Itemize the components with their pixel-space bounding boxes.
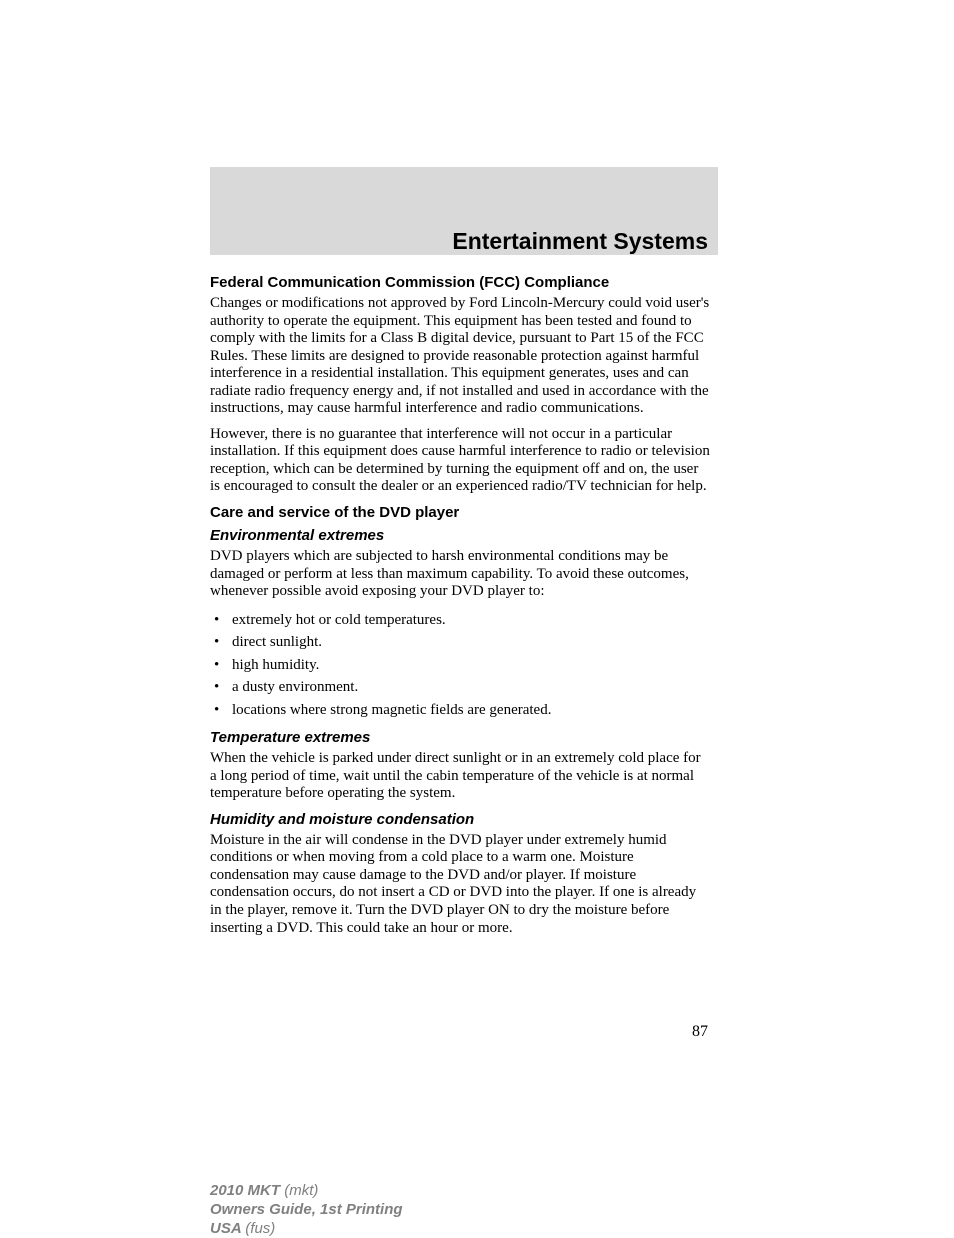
heading-fcc: Federal Communication Commission (FCC) C… <box>210 274 710 291</box>
list-item: locations where strong magnetic fields a… <box>210 699 710 722</box>
footer-line-3: USA (fus) <box>210 1220 403 1238</box>
list-item: direct sunlight. <box>210 631 710 654</box>
list-item: a dusty environment. <box>210 676 710 699</box>
document-page: Entertainment Systems Federal Communicat… <box>0 0 954 1235</box>
footer-region-code: (fus) <box>245 1220 275 1237</box>
footer-line-2: Owners Guide, 1st Printing <box>210 1201 403 1220</box>
heading-temp-extremes: Temperature extremes <box>210 729 710 746</box>
chapter-title: Entertainment Systems <box>452 228 708 255</box>
footer-model-code: (mkt) <box>284 1182 318 1199</box>
paragraph: Changes or modifications not approved by… <box>210 295 710 418</box>
paragraph: When the vehicle is parked under direct … <box>210 750 710 803</box>
footer-model: 2010 MKT <box>210 1182 284 1199</box>
list-item: high humidity. <box>210 654 710 677</box>
heading-care: Care and service of the DVD player <box>210 504 710 521</box>
page-number: 87 <box>692 1023 708 1041</box>
footer-region: USA <box>210 1220 245 1237</box>
footer: 2010 MKT (mkt) Owners Guide, 1st Printin… <box>210 1182 403 1238</box>
paragraph: DVD players which are subjected to harsh… <box>210 548 710 601</box>
paragraph: However, there is no guarantee that inte… <box>210 426 710 496</box>
heading-env-extremes: Environmental extremes <box>210 527 710 544</box>
bullet-list: extremely hot or cold temperatures. dire… <box>210 609 710 722</box>
body-content: Federal Communication Commission (FCC) C… <box>210 268 710 945</box>
list-item: extremely hot or cold temperatures. <box>210 609 710 632</box>
heading-humidity: Humidity and moisture condensation <box>210 811 710 828</box>
paragraph: Moisture in the air will condense in the… <box>210 832 710 937</box>
footer-line-1: 2010 MKT (mkt) <box>210 1182 403 1201</box>
